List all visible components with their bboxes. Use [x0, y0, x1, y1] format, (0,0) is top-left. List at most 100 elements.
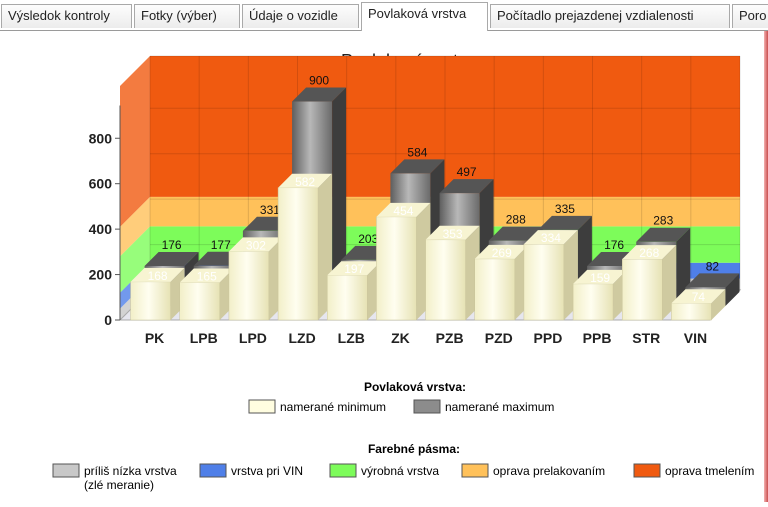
tab-udaje-o-vozidle[interactable]: Údaje o vozidle — [242, 4, 359, 28]
y-tick-label-4: 800 — [89, 130, 113, 146]
band-side-4 — [120, 56, 150, 227]
bar-min-top-ZK — [376, 202, 431, 217]
bar-min-label-VIN: 74 — [692, 290, 706, 304]
bar-min-front-PPD — [523, 243, 565, 321]
bar-group-LPD: 331 302 LPD — [228, 203, 297, 346]
bar-min-label-LZD: 582 — [295, 175, 315, 189]
y-tick-label-1: 200 — [89, 267, 113, 283]
bar-min-front-VIN — [671, 302, 712, 321]
bar-min-label-LZB: 197 — [344, 262, 364, 276]
coating-chart: Povlaková vrstva 176168PK177165LPB331302… — [52, 51, 754, 492]
bar-min-label-PZD: 269 — [492, 246, 512, 260]
window-edge — [764, 31, 768, 502]
legend-series: namerané minimum namerané maximum — [248, 399, 554, 414]
bar-min-top-STR — [622, 245, 677, 260]
bar-min-top-LPD — [228, 237, 283, 252]
legend-band-swatch-1 — [199, 463, 227, 478]
bar-min-top-PK — [130, 267, 185, 282]
band-side-2 — [120, 226, 150, 293]
x-tick-label-STR: STR — [632, 330, 660, 346]
bar-group-VIN: 82 74 VIN — [671, 259, 740, 346]
x-tick-label-LZD: LZD — [288, 330, 315, 346]
bar-max-label-PZD: 288 — [506, 213, 526, 227]
legend-band-label-0: príliš nízka vrstva (zlé meranie) — [84, 464, 177, 492]
x-tick-label-LZB: LZB — [338, 330, 365, 346]
band-side-3 — [120, 196, 150, 257]
bar-min-side-STR — [662, 245, 677, 320]
legend-swatch-maximum — [413, 399, 441, 414]
bar-min-front-LZB — [327, 274, 368, 321]
bar-max-top-PPD — [537, 215, 592, 230]
bar-max-label-LZB: 203 — [358, 232, 378, 246]
bar-max-label-PPD: 335 — [555, 202, 575, 216]
bar-group-LZD: 900 582 LZD — [277, 74, 347, 346]
bar-min-top-LZD — [278, 173, 333, 188]
bar-min-label-PK: 168 — [148, 269, 168, 283]
y-tick-label-2: 400 — [89, 221, 113, 237]
legend-label-maximum: namerané maximum — [445, 400, 554, 414]
legend-swatch-minimum — [248, 399, 276, 414]
y-tick-label-0: 0 — [104, 312, 112, 328]
x-tick-label-ZK: ZK — [391, 330, 410, 346]
x-tick-label-VIN: VIN — [684, 330, 707, 346]
bar-min-top-VIN — [671, 289, 726, 304]
bar-max-top-PK — [144, 252, 199, 267]
x-tick-label-PZB: PZB — [436, 330, 464, 346]
tab-vysledok-kontroly[interactable]: Výsledok kontroly — [1, 4, 132, 28]
legend-band-label-3: oprava prelakovaním — [493, 464, 605, 478]
bar-min-front-LPB — [179, 282, 220, 321]
bar-max-label-LPB: 177 — [211, 238, 231, 252]
bar-min-front-PPB — [572, 283, 614, 321]
legend-label-minimum: namerané minimum — [280, 400, 386, 414]
bar-min-front-ZK — [376, 216, 417, 321]
legend-band-label-2: výrobná vrstva — [361, 464, 439, 478]
legend-band-swatch-3 — [461, 463, 489, 478]
x-tick-label-PPB: PPB — [583, 330, 612, 346]
tab-poro[interactable]: Poro — [732, 4, 768, 28]
bars: 176 168 PK 177 165 LPB 331 302 LPD 900 582 LZD 203 19… — [130, 74, 740, 346]
bar-group-STR: 283 268 STR — [622, 214, 691, 346]
bar-max-top-VIN — [685, 273, 740, 288]
legend-band-label-4: oprava tmelením — [665, 464, 754, 478]
x-tick-label-LPD: LPD — [239, 330, 267, 346]
bar-max-top-ZK — [390, 159, 445, 174]
legend-band-swatch-2 — [329, 463, 357, 478]
bar-max-label-LPD: 331 — [260, 203, 280, 217]
bar-group-PK: 176 168 PK — [130, 238, 199, 346]
bar-min-label-LPB: 165 — [197, 270, 217, 284]
bar-max-top-PZD — [488, 226, 543, 241]
bar-min-front-PZB — [425, 239, 466, 321]
bar-max-label-PPB: 176 — [604, 238, 624, 252]
legend-bands-title: Farebné pásma: — [368, 442, 460, 456]
bar-min-top-PPB — [573, 269, 628, 284]
bar-max-label-VIN: 82 — [706, 259, 720, 273]
bar-max-side-VIN — [725, 273, 740, 306]
bar-max-top-PZB — [439, 179, 494, 194]
legend-series-title: Povlaková vrstva: — [364, 380, 466, 394]
bar-min-front-PK — [130, 281, 171, 321]
chart-area: Povlaková vrstva 176168PK177165LPB331302… — [0, 31, 768, 502]
bar-max-top-STR — [636, 227, 691, 242]
bar-min-label-LPD: 302 — [246, 238, 266, 252]
bar-min-label-ZK: 454 — [393, 204, 413, 218]
tab-povlakova-vrstva[interactable]: Povlaková vrstva — [361, 2, 488, 31]
y-tick-label-3: 600 — [89, 176, 113, 192]
x-tick-label-PPD: PPD — [534, 330, 563, 346]
bar-min-top-LPB — [179, 268, 234, 283]
tab-bar: Výsledok kontroly Fotky (výber) Údaje o … — [0, 0, 768, 31]
x-tick-label-PZD: PZD — [485, 330, 513, 346]
bar-min-front-PZD — [474, 258, 515, 321]
tab-fotky[interactable]: Fotky (výber) — [134, 4, 240, 28]
bar-min-side-VIN — [711, 289, 726, 320]
bar-min-top-LZB — [327, 261, 382, 276]
bar-group-PZB: 497 353 PZB — [425, 165, 494, 346]
bar-min-label-PPD: 334 — [541, 231, 561, 245]
bar-min-top-PPD — [523, 230, 578, 245]
bar-min-top-PZD — [474, 244, 529, 259]
bar-max-label-PK: 176 — [162, 238, 182, 252]
x-tick-label-PK: PK — [145, 330, 164, 346]
bar-min-front-LPD — [228, 251, 270, 321]
bar-max-label-LZD: 900 — [309, 74, 329, 88]
x-tick-label-LPB: LPB — [190, 330, 218, 346]
tab-pocitadlo[interactable]: Počítadlo prejazdenej vzdialenosti — [490, 4, 730, 28]
